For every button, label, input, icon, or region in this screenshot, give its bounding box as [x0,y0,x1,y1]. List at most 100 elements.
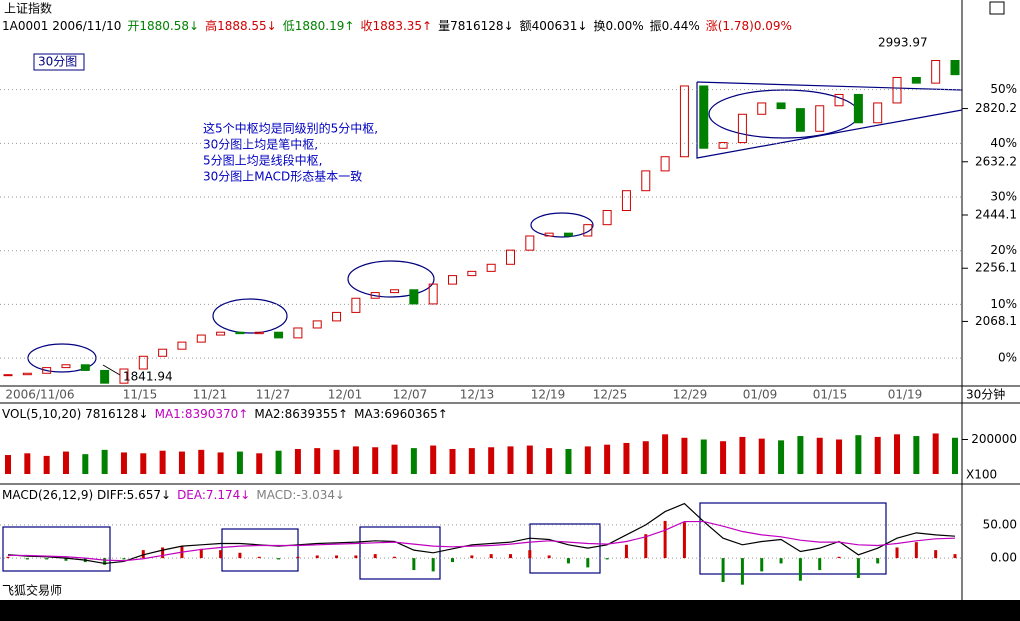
candle [293,327,303,339]
trend-line [696,81,963,91]
pivot-ellipse [347,260,435,298]
candle [467,270,477,277]
candle [950,59,960,76]
y-tick-label: 2444.1 [975,208,1017,222]
volume-bar [275,450,282,474]
annotation: 30分图上MACD形态基本一致 [203,170,362,184]
high-label: 2993.97 [878,36,928,50]
volume_header-item: MA2:8639355↑ [254,407,348,421]
macd_header-item: DEA:7.174↓ [177,488,250,502]
volume_header-line: VOL(5,10,20) 7816128↓ MA1:8390370↑ MA2:863… [2,407,448,421]
y2-tick-label: 30% [990,190,1017,204]
candle [42,367,52,374]
volume-bar [43,455,50,474]
x-tick-label: 01/15 [813,388,848,402]
footer: 飞狐交易师 [2,583,62,598]
volume-bar [720,441,727,474]
candle [602,210,612,226]
window-button[interactable] [989,1,1005,15]
candle [853,93,863,124]
candle [254,331,264,335]
info-item: 量7816128↓ [438,19,514,33]
candle [312,320,322,329]
volume-bar [797,436,804,474]
info-item: 收1883.35↑ [360,19,432,33]
volume-bar [294,448,301,474]
candle [660,156,670,172]
volume-bar [82,454,89,474]
volume-bar [507,446,514,474]
volume-bar [372,447,379,474]
info-item: 低1880.19↑ [283,19,355,33]
volume_header-item: MA3:6960365↑ [354,407,448,421]
macd_header-item: MACD(26,12,9) DIFF:5.657↓ [2,488,171,502]
volume-bar [488,447,495,474]
y-tick-label: 2068.1 [975,314,1017,328]
volume-bar [952,437,958,474]
x-tick-label: 01/09 [743,388,778,402]
candle [563,232,573,237]
volume-bar [526,445,533,474]
volume-bar [430,445,437,474]
candle [621,190,631,212]
candle [641,170,651,192]
candle [911,76,921,84]
candle [525,235,535,251]
low-pointer [102,364,121,376]
candle [332,311,342,322]
candle [390,289,400,294]
candle [931,59,941,84]
volume-bar [836,439,843,474]
volume-bar [198,449,205,474]
candle [409,289,419,305]
candle [216,331,226,336]
annotation: 这5个中枢均是同级别的5分中枢, [203,121,378,136]
volume-bar [662,434,669,474]
candle [196,334,206,343]
pivot-ellipse [212,298,288,334]
candle [795,108,805,132]
candle [61,364,71,369]
volume-bar [758,438,765,474]
volume-bar [584,446,591,474]
pivot-ellipse [530,212,594,238]
volume-bar [604,444,611,474]
candle [351,297,361,313]
macd-box [699,502,887,575]
macd-box [529,523,601,574]
volume-bar [894,434,901,474]
volume-bar [391,444,398,474]
macd_header-line: MACD(26,12,9) DIFF:5.657↓ DEA:7.174↓ MACD:… [2,488,345,502]
candle [370,292,380,299]
x-tick-label: 2006/11/06 [5,388,74,402]
x-tick-label: 12/25 [593,388,628,402]
chart-title: 上证指数 [4,1,52,16]
macd-tick-label: 50.00 [983,517,1017,531]
candle [718,142,728,149]
x-tick-label: 11/21 [193,388,228,402]
volume-bar [816,437,823,474]
info-item: 高1888.55↓ [205,18,277,33]
volume-bar [217,452,224,474]
volume-bar [623,442,630,474]
candle [428,283,438,305]
info-item: 额400631↓ [520,19,588,33]
candle [22,372,32,376]
volume-bar [681,437,688,474]
candle [815,105,825,132]
candle [274,331,284,339]
y2-tick-label: 40% [990,136,1017,150]
candle [583,224,593,237]
x-tick-label: 01/19 [888,388,923,402]
volume-bar [410,448,417,474]
y-tick-label: 2820.2 [975,101,1017,115]
y-tick-label: 2256.1 [975,261,1017,275]
x-tick-label: 12/29 [673,388,708,402]
annotation: 30分图上均是笔中枢, [203,137,318,152]
volume-tick-label: 200000 [971,432,1017,446]
volume_header-item: VOL(5,10,20) 7816128↓ [2,407,149,421]
volume-bar [178,451,185,474]
info-item: 涨(1.78)0.09% [706,18,792,33]
low-label: 1841.94 [123,370,173,384]
